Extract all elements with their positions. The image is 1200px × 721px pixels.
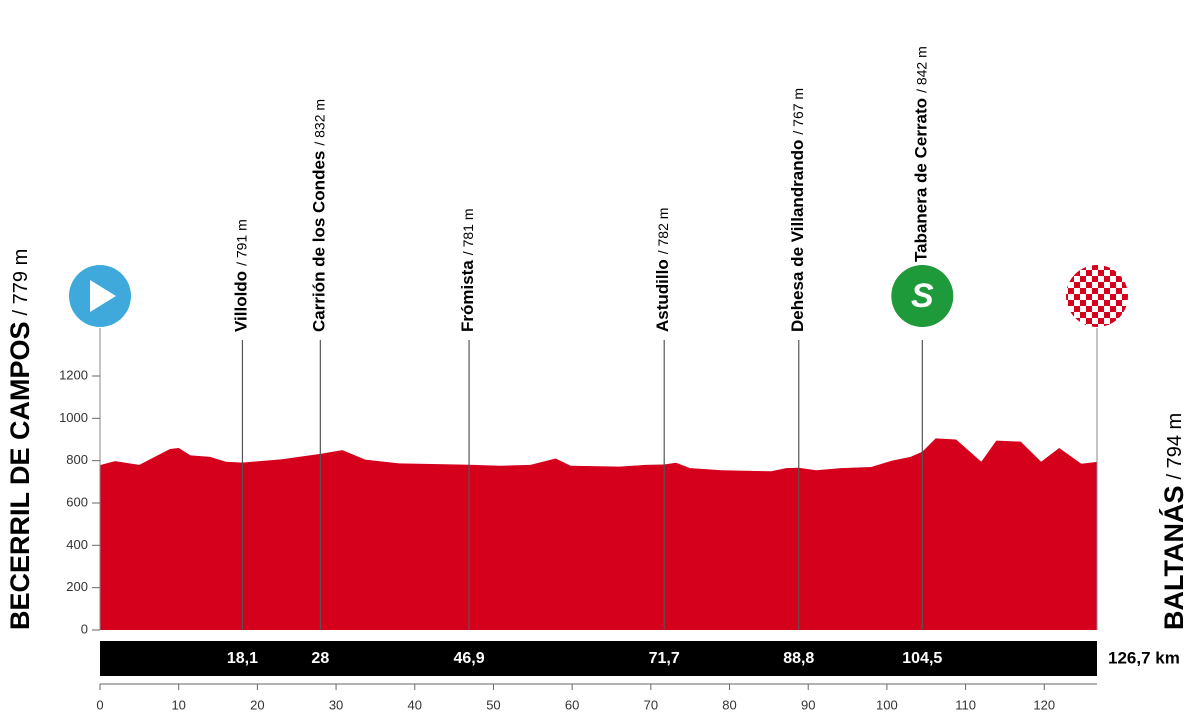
waypoint-altitude: / 791 m (233, 219, 249, 266)
waypoint-name: Carrión de los Condes (310, 151, 329, 332)
x-tick-label: 30 (329, 697, 343, 712)
waypoint-name: Villoldo (232, 271, 251, 332)
y-tick-label: 0 (81, 621, 88, 636)
waypoint-name: Tabanera de Cerrato (912, 98, 931, 262)
start-altitude: / 779 m (10, 249, 32, 316)
waypoint-label: Astudillo / 782 m (654, 208, 673, 332)
waypoint-km: 18,1 (227, 650, 258, 667)
y-tick-label: 1000 (59, 410, 88, 425)
waypoint-label: Frómista / 781 m (459, 209, 478, 333)
x-tick-label: 100 (876, 697, 898, 712)
sprint-icon (891, 265, 954, 327)
waypoint-km: 28 (311, 650, 329, 667)
x-tick-label: 120 (1033, 697, 1055, 712)
y-tick-label: 1200 (59, 367, 88, 382)
x-tick-label: 80 (722, 697, 736, 712)
waypoint-name: Dehesa de Villandrando (788, 140, 807, 332)
finish-icon (1066, 265, 1128, 327)
waypoint-km: 71,7 (649, 650, 680, 667)
x-tick-label: 10 (171, 697, 185, 712)
x-tick-label: 20 (250, 697, 264, 712)
km-bar (100, 641, 1097, 676)
waypoint-name: Astudillo (654, 259, 673, 332)
sprint-letter: S (911, 277, 934, 315)
waypoint-altitude: / 842 m (913, 46, 929, 93)
elevation-area (100, 438, 1097, 630)
y-tick-label: 200 (66, 579, 88, 594)
waypoint-label: Carrión de los Condes / 832 m (310, 99, 329, 332)
finish-altitude: / 794 m (1164, 413, 1186, 480)
waypoint-altitude: / 781 m (460, 209, 476, 256)
waypoint-altitude: / 782 m (655, 208, 671, 255)
x-tick-label: 90 (801, 697, 815, 712)
waypoint-name: Frómista (459, 260, 478, 332)
finish-name: BALTANÁS (1158, 486, 1189, 630)
x-tick-label: 70 (644, 697, 658, 712)
x-tick-label: 110 (955, 697, 976, 712)
waypoint-label: Tabanera de Cerrato / 842 m (912, 46, 931, 262)
start-arrow (90, 280, 116, 312)
waypoint-km: 46,9 (453, 650, 484, 667)
x-tick-label: 50 (486, 697, 500, 712)
finish-label: BALTANÁS / 794 m (1158, 413, 1189, 630)
waypoint-km: 88,8 (783, 650, 814, 667)
x-tick-label: 40 (408, 697, 422, 712)
y-tick-label: 600 (66, 494, 88, 509)
y-tick-label: 400 (66, 537, 88, 552)
start-label: BECERRIL DE CAMPOS / 779 m (5, 249, 35, 630)
waypoint-km: 104,5 (902, 650, 942, 667)
x-tick-label: 60 (565, 697, 579, 712)
waypoint-label: Villoldo / 791 m (232, 219, 251, 332)
start-name: BECERRIL DE CAMPOS (5, 321, 35, 630)
waypoint-label: Dehesa de Villandrando / 767 m (788, 88, 807, 332)
waypoint-altitude: / 832 m (311, 99, 327, 146)
finish-distance: 126,7 km (1108, 648, 1180, 667)
y-tick-label: 800 (66, 452, 88, 467)
waypoint-altitude: / 767 m (789, 88, 805, 135)
x-tick-label: 0 (96, 697, 103, 712)
